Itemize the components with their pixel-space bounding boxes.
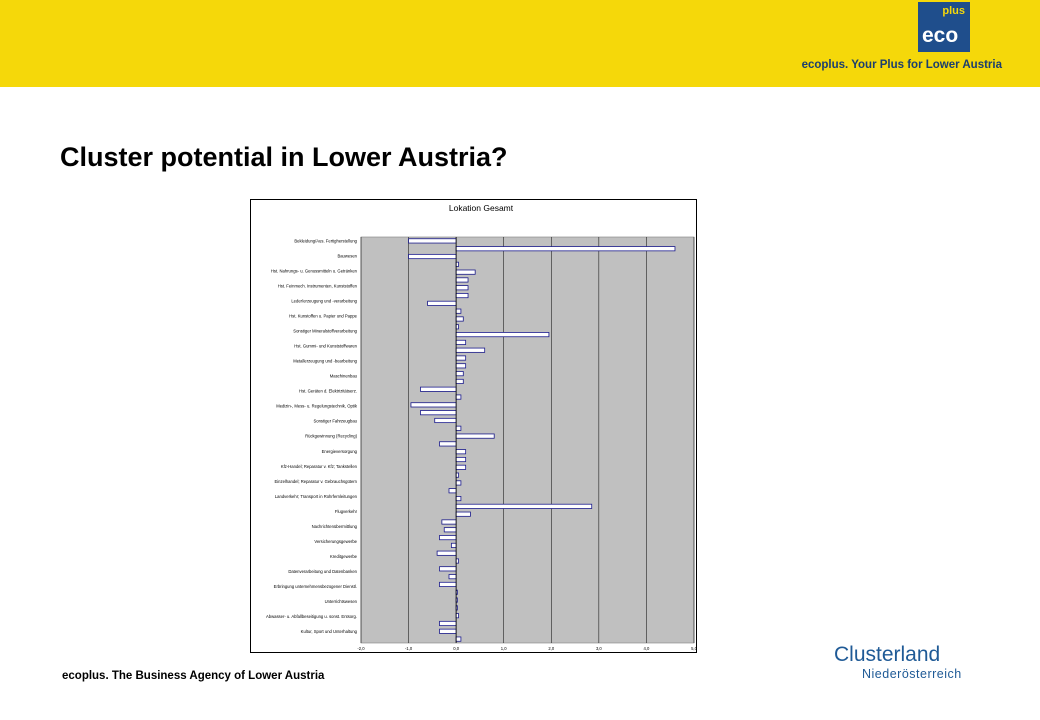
bar-29 bbox=[455, 464, 467, 470]
category-label-23: Erbringung unternehmensbezogener Dienstl… bbox=[274, 584, 357, 589]
bar-35 bbox=[455, 511, 471, 517]
bar-39 bbox=[450, 542, 457, 548]
bar-50 bbox=[439, 628, 457, 634]
category-label-6: Sonstiger Mineralstoffverarbeitung bbox=[293, 328, 357, 333]
bar-5 bbox=[455, 277, 469, 283]
category-label-19: Nachrichtenübermittlung bbox=[312, 524, 358, 529]
bar-34 bbox=[455, 503, 593, 509]
bar-8 bbox=[427, 300, 457, 306]
category-label-14: Energieversorgung bbox=[322, 449, 358, 454]
category-label-15: Kfz-Handel; Reparatur v. Kfz; Tankstelle… bbox=[281, 464, 358, 469]
ecoplus-logo[interactable]: plus eco bbox=[918, 2, 970, 52]
bar-43 bbox=[448, 574, 457, 580]
x-tick-label-6: 4,0 bbox=[644, 646, 650, 651]
bar-18 bbox=[455, 378, 464, 384]
bar-0 bbox=[408, 238, 457, 244]
bar-23 bbox=[434, 417, 457, 424]
bar-37 bbox=[443, 527, 457, 533]
category-label-20: Versicherungsgewerbe bbox=[314, 539, 357, 544]
category-label-7: Hst. Gummi- und Kunststoffwaren bbox=[294, 344, 357, 349]
category-label-4: Leder/erzeugung und -verarbeitung bbox=[291, 298, 357, 303]
category-label-1: Bauwesen bbox=[337, 253, 357, 258]
category-label-21: Kreditgewerbe bbox=[330, 554, 358, 559]
bar-49 bbox=[439, 620, 457, 627]
bar-22 bbox=[420, 410, 457, 416]
bar-16 bbox=[455, 363, 467, 369]
bar-51 bbox=[455, 636, 462, 642]
category-label-26: Kultur, Sport und Unterhaltung bbox=[301, 629, 358, 634]
bar-28 bbox=[455, 456, 467, 463]
category-label-16: Einzelhandel; Reparatur v. Gebrauchsgüte… bbox=[274, 479, 357, 484]
bar-10 bbox=[455, 316, 464, 322]
category-label-25: Abwasser- u. Abfallbeseitigung u. sonst.… bbox=[266, 614, 357, 619]
bar-17 bbox=[455, 371, 464, 377]
category-label-22: Datenverarbeitung und Datenbanken bbox=[288, 569, 357, 574]
category-label-8: Metallerzeugung und -bearbeitung bbox=[293, 359, 357, 364]
bar-15 bbox=[455, 355, 467, 361]
category-label-3: Hst. Feinmech. Instrumenten, Kunststoffe… bbox=[278, 283, 358, 288]
logo-plus-text: plus bbox=[942, 5, 965, 17]
category-label-24: Unterrichtswesen bbox=[325, 599, 358, 604]
bar-12 bbox=[455, 332, 550, 338]
bar-32 bbox=[448, 488, 457, 494]
bar-21 bbox=[410, 402, 457, 408]
bar-38 bbox=[439, 535, 457, 541]
bar-20 bbox=[455, 394, 462, 400]
bar-13 bbox=[455, 339, 467, 345]
x-tick-labels: -2,0 -1,0 0,0 1,0 2,0 3,0 4,0 5,0 bbox=[357, 646, 696, 651]
x-tick-label-2: 0,0 bbox=[453, 646, 459, 651]
bar-9 bbox=[455, 308, 462, 314]
x-tick-label-4: 2,0 bbox=[548, 646, 554, 651]
bar-1 bbox=[455, 246, 676, 252]
category-label-10: Hst. Geräten d. Elektrizitätserz. bbox=[299, 389, 357, 394]
chart-frame: Lokation Gesamt Bekleidung/Aus. Fertighe… bbox=[250, 199, 697, 653]
clusterland-region: Niederösterreich bbox=[862, 667, 962, 681]
page-title: Cluster potential in Lower Austria? bbox=[60, 142, 508, 172]
category-label-0: Bekleidung/Aus. Fertigherstellung bbox=[294, 238, 357, 243]
bar-27 bbox=[455, 449, 467, 455]
bar-7 bbox=[455, 293, 469, 299]
category-label-13: Rückgewinnung (Recycling) bbox=[305, 434, 358, 439]
bar-14 bbox=[455, 347, 486, 353]
plot-area bbox=[360, 236, 695, 644]
bar-36 bbox=[441, 519, 457, 525]
bar-4 bbox=[455, 269, 476, 275]
bar-42 bbox=[439, 566, 457, 572]
clusterland-logo[interactable]: Clusterland Niederösterreich bbox=[834, 644, 962, 682]
chart-title: Lokation Gesamt bbox=[449, 203, 514, 213]
category-label-9: Maschinenbau bbox=[330, 374, 358, 379]
category-label-18: Flugverkehr bbox=[335, 509, 358, 514]
bar-25 bbox=[455, 433, 495, 439]
logo-eco-text: eco bbox=[922, 24, 959, 47]
bar-19 bbox=[420, 386, 457, 392]
category-labels: Bekleidung/Aus. Fertigherstellung Bauwese… bbox=[266, 238, 358, 634]
bar-40 bbox=[436, 550, 457, 556]
footer-agency-text: ecoplus. The Business Agency of Lower Au… bbox=[62, 670, 325, 682]
x-tick-label-1: -1,0 bbox=[405, 646, 413, 651]
bar-6 bbox=[455, 285, 469, 291]
bar-2 bbox=[408, 253, 457, 260]
bar-26 bbox=[439, 441, 457, 447]
top-banner bbox=[0, 0, 1040, 87]
bar-31 bbox=[455, 480, 462, 486]
x-tick-label-5: 3,0 bbox=[596, 646, 602, 651]
x-tick-label-7: 5,0 bbox=[691, 646, 696, 651]
bar-33 bbox=[455, 496, 462, 502]
bar-chart: Lokation Gesamt Bekleidung/Aus. Fertighe… bbox=[266, 203, 696, 651]
clusterland-name: Clusterland bbox=[834, 643, 941, 666]
category-label-2: Hst. Nahrungs- u. Genussmitteln u. Geträ… bbox=[271, 268, 358, 273]
category-label-11: Medizin-, Mess- u. Regelungstechnik, Opt… bbox=[276, 404, 358, 409]
x-tick-label-0: -2,0 bbox=[357, 646, 365, 651]
x-tick-label-3: 1,0 bbox=[501, 646, 507, 651]
category-label-12: Sonstiger Fahrzeugbau bbox=[313, 419, 357, 424]
category-label-5: Hst. Kunstoffen u. Papier und Pappe bbox=[289, 313, 358, 318]
category-label-17: Landverkehr; Transport in Rohrfernleitun… bbox=[275, 494, 358, 499]
bar-44 bbox=[439, 581, 457, 587]
header-tagline: ecoplus. Your Plus for Lower Austria bbox=[801, 59, 1002, 71]
bar-24 bbox=[455, 425, 462, 431]
